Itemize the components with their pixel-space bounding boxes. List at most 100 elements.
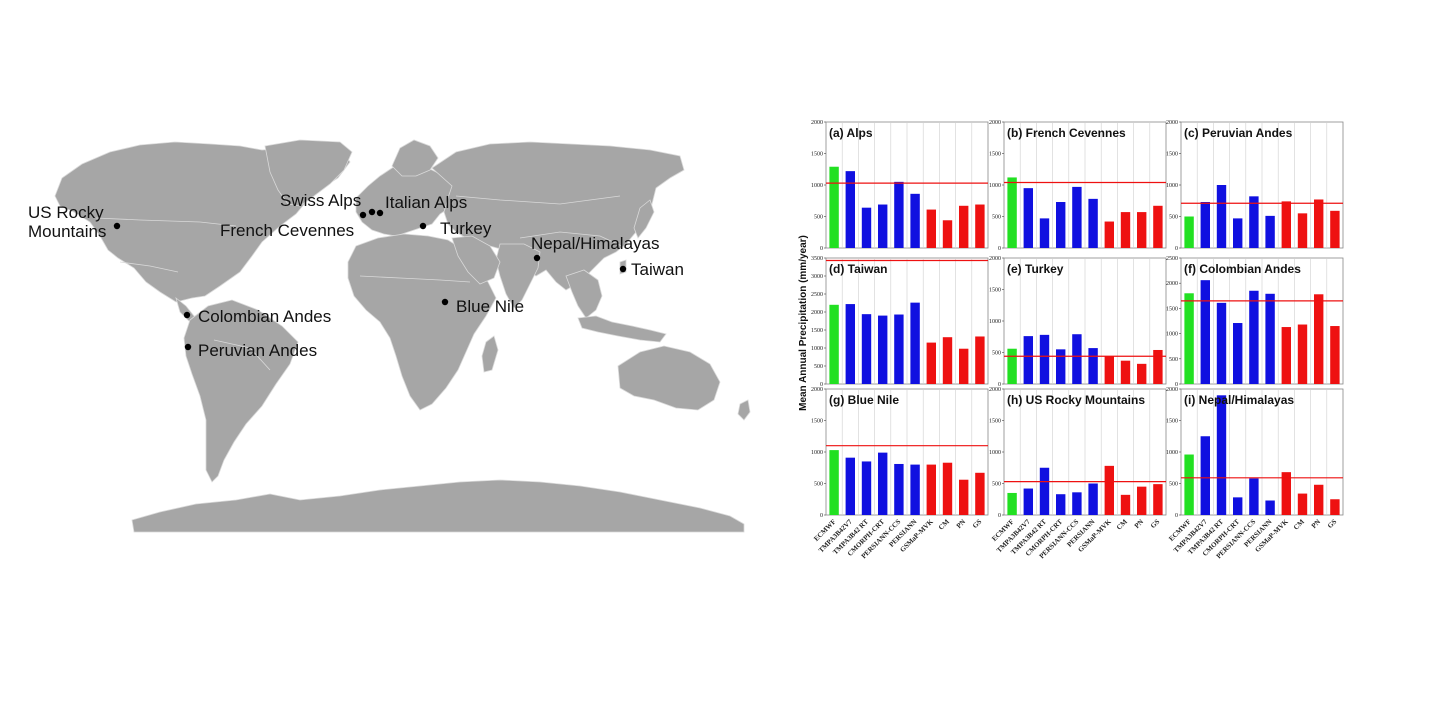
bar-cmorph-crt	[1233, 497, 1243, 515]
border-china	[519, 231, 627, 249]
bar-persiann-ccs	[1072, 186, 1082, 248]
bar-cpc	[942, 220, 953, 248]
y-tick-label: 500	[992, 482, 1001, 488]
border-brazil	[213, 339, 271, 371]
bar-tmpa3b42-rt	[1039, 467, 1050, 515]
panel-title: (e) Turkey	[1007, 262, 1064, 276]
swiss-alps-label: Swiss Alps	[280, 191, 361, 210]
peruvian-andes-label: Peruvian Andes	[198, 341, 317, 360]
y-tick-label: 1000	[1166, 183, 1178, 189]
bar-gs	[1153, 484, 1163, 515]
y-tick-label: 1500	[1166, 152, 1178, 158]
taiwan-label: Taiwan	[631, 260, 684, 279]
scandinavia-landmass	[391, 139, 439, 177]
australia-landmass	[617, 345, 721, 411]
antarctica-landmass	[131, 479, 745, 533]
bar-persiann-ccs	[894, 314, 904, 384]
bar-ecmwf	[829, 304, 839, 384]
bar-cpc	[1297, 493, 1308, 515]
y-tick-label: 1000	[989, 183, 1001, 189]
y-tick-label: 2000	[1166, 387, 1178, 393]
x-tick-label: CM	[937, 517, 951, 531]
bar-persiann	[1265, 500, 1275, 515]
panel-5: 0 500 1000 1500 2000 (e) Turkey	[989, 256, 1167, 388]
bar-cpc	[942, 337, 953, 384]
bar-tmpa3b42v7	[1200, 436, 1210, 515]
turkey-marker	[419, 222, 427, 230]
bar-tmpa3b42v7	[845, 171, 855, 248]
y-tick-label: 2000	[989, 256, 1001, 262]
bar-gsmap-mvk	[1281, 472, 1291, 515]
bar-gsmap-mvk	[926, 342, 936, 384]
x-tick-label: PN	[1133, 518, 1145, 530]
blue-nile-marker	[441, 298, 449, 306]
bar-gsmap-mvk	[926, 464, 936, 515]
y-tick-label: 1500	[989, 419, 1001, 425]
bar-persiann	[1088, 483, 1098, 515]
bar-persiann	[910, 302, 920, 384]
italian-alps-marker	[376, 209, 384, 217]
y-tick-label: 0	[998, 513, 1001, 519]
x-tick-label: GS	[971, 518, 983, 530]
y-tick-label: 1500	[811, 419, 823, 425]
bar-gs	[975, 336, 985, 384]
panel-1: 0 500 1000 1500 2000 (a) Alps	[811, 120, 989, 252]
y-tick-label: 1000	[1166, 450, 1178, 456]
panel-title: (g) Blue Nile	[829, 393, 899, 407]
y-tick-label: 2000	[989, 387, 1001, 393]
us-rocky-label: Mountains	[28, 222, 106, 241]
bar-cpc	[1297, 213, 1308, 248]
y-tick-label: 0	[1175, 382, 1178, 388]
bar-persiann-ccs	[1072, 492, 1082, 515]
y-tick-label: 3000	[811, 274, 823, 280]
bar-gs	[1330, 210, 1340, 248]
y-tick-label: 2500	[811, 292, 823, 298]
bar-gsmap-mvk	[1281, 327, 1291, 384]
bar-tmpa3b42-rt	[861, 207, 872, 248]
y-tick-label: 500	[1169, 215, 1178, 221]
bar-tmpa3b42-rt	[1039, 334, 1050, 384]
nepal-marker	[533, 254, 541, 262]
x-tick-label: GS	[1326, 518, 1338, 530]
italian-alps-label: Italian Alps	[385, 193, 467, 212]
bar-tmpa3b42-rt	[861, 314, 872, 384]
french-cevennes-marker	[368, 208, 376, 216]
panel-title: (c) Peruvian Andes	[1184, 126, 1293, 140]
bar-cmorph-crt	[1056, 349, 1066, 384]
bar-pn	[1314, 199, 1324, 248]
y-tick-label: 0	[820, 513, 823, 519]
panel-title: (f) Colombian Andes	[1184, 262, 1301, 276]
panel-title: (d) Taiwan	[829, 262, 887, 276]
y-tick-label: 2000	[811, 120, 823, 126]
bar-gsmap-mvk	[1104, 356, 1114, 384]
x-tick-label: GS	[1149, 518, 1161, 530]
nepal-label: Nepal/Himalayas	[531, 234, 660, 253]
bar-cpc	[1120, 360, 1131, 384]
y-tick-label: 0	[820, 382, 823, 388]
y-tick-label: 1000	[1166, 332, 1178, 338]
y-tick-label: 0	[1175, 246, 1178, 252]
bar-tmpa3b42v7	[845, 304, 855, 384]
bar-tmpa3b42v7	[1023, 488, 1033, 515]
y-axis-label: Mean Annual Precipitation (mm/year)	[798, 235, 809, 411]
bar-pn	[959, 479, 969, 515]
bar-tmpa3b42-rt	[1216, 185, 1227, 248]
bar-tmpa3b42v7	[1200, 202, 1210, 248]
bar-cmorph-crt	[878, 315, 888, 384]
bar-gs	[1153, 349, 1163, 384]
japan-landmass	[633, 199, 655, 239]
bar-tmpa3b42v7	[1023, 336, 1033, 384]
us-rocky-marker	[113, 222, 121, 230]
y-tick-label: 500	[814, 215, 823, 221]
bar-pn	[959, 205, 969, 248]
panel-title: (h) US Rocky Mountains	[1007, 393, 1145, 407]
bar-gs	[1153, 205, 1163, 248]
peruvian-andes-marker	[184, 343, 192, 351]
x-tick-label: PN	[955, 518, 967, 530]
y-tick-label: 2000	[811, 310, 823, 316]
india-landmass	[495, 243, 541, 309]
